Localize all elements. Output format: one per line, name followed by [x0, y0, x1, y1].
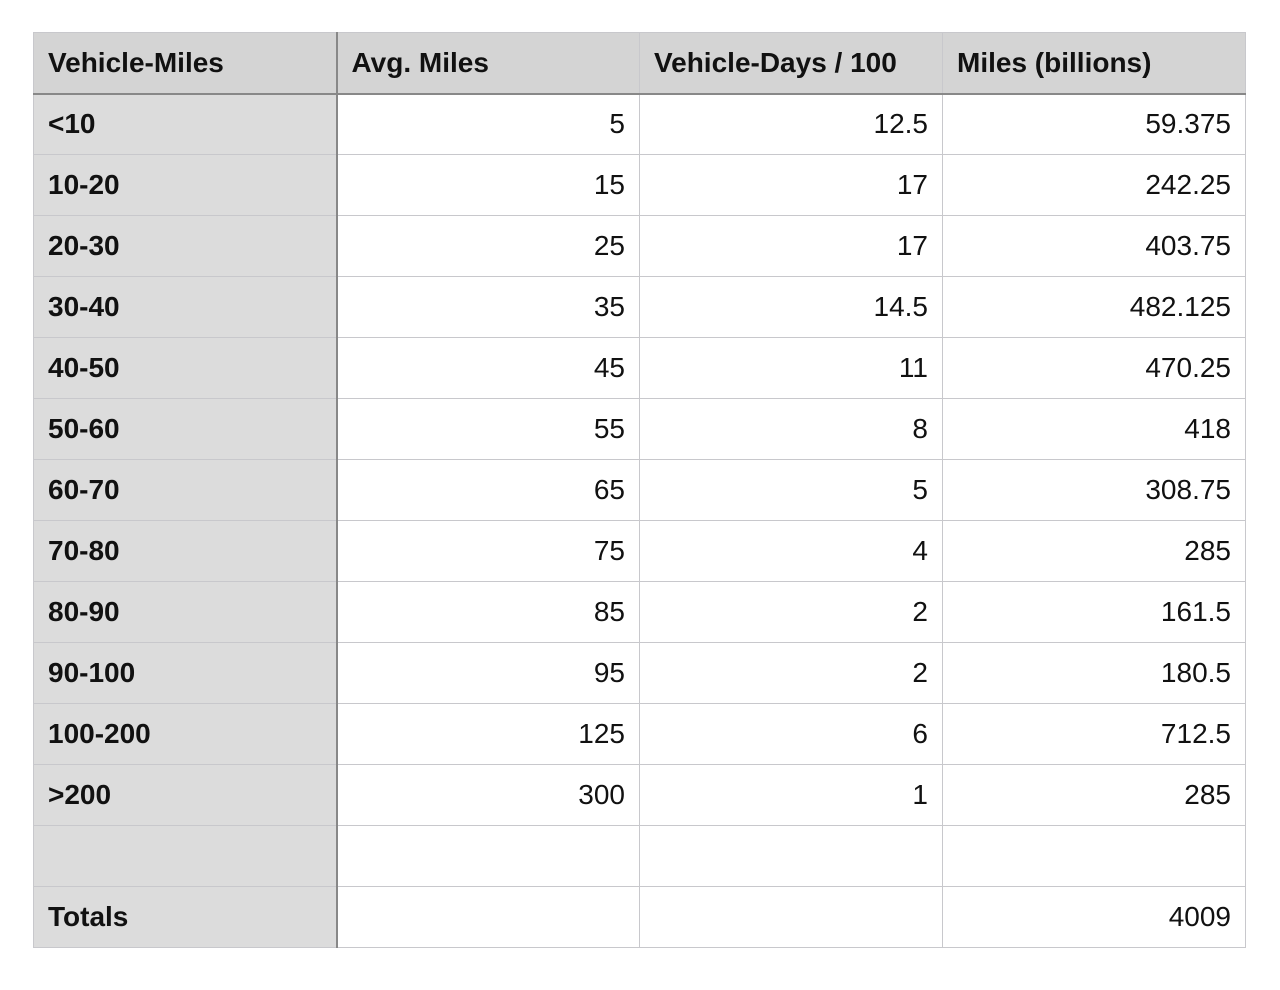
cell — [336, 825, 640, 887]
row-label: 90-100 — [33, 642, 338, 704]
table-row: 60-70 65 5 308.75 — [33, 459, 1246, 521]
cell: 4 — [639, 520, 943, 582]
cell: 75 — [336, 520, 640, 582]
cell — [639, 886, 943, 948]
cell: 242.25 — [942, 154, 1246, 216]
cell: 285 — [942, 764, 1246, 826]
header-cell: Vehicle-Miles — [33, 32, 338, 95]
cell: 1 — [639, 764, 943, 826]
cell: 125 — [336, 703, 640, 765]
row-label: 40-50 — [33, 337, 338, 399]
row-label: 100-200 — [33, 703, 338, 765]
cell: 300 — [336, 764, 640, 826]
cell — [336, 886, 640, 948]
header-row: Vehicle-Miles Avg. Miles Vehicle-Days / 10… — [33, 32, 1246, 95]
cell: 15 — [336, 154, 640, 216]
cell: 712.5 — [942, 703, 1246, 765]
cell: 17 — [639, 215, 943, 277]
cell: 470.25 — [942, 337, 1246, 399]
table-row: Totals 4009 — [33, 886, 1246, 948]
cell: 11 — [639, 337, 943, 399]
row-label: 20-30 — [33, 215, 338, 277]
cell: 55 — [336, 398, 640, 460]
cell: 180.5 — [942, 642, 1246, 704]
cell: 65 — [336, 459, 640, 521]
cell: 35 — [336, 276, 640, 338]
table-row: >200 300 1 285 — [33, 764, 1246, 826]
table-row: 10-20 15 17 242.25 — [33, 154, 1246, 216]
cell: 2 — [639, 581, 943, 643]
data-table: Vehicle-Miles Avg. Miles Vehicle-Days / 10… — [33, 32, 1246, 948]
cell: 59.375 — [942, 93, 1246, 155]
cell: 285 — [942, 520, 1246, 582]
cell: 4009 — [942, 886, 1246, 948]
table-row: 30-40 35 14.5 482.125 — [33, 276, 1246, 338]
cell: 308.75 — [942, 459, 1246, 521]
table-row: <10 5 12.5 59.375 — [33, 93, 1246, 155]
table-row: 40-50 45 11 470.25 — [33, 337, 1246, 399]
row-label: <10 — [33, 93, 338, 155]
table-row: 100-200 125 6 712.5 — [33, 703, 1246, 765]
cell: 8 — [639, 398, 943, 460]
cell: 25 — [336, 215, 640, 277]
cell — [942, 825, 1246, 887]
table-row: 90-100 95 2 180.5 — [33, 642, 1246, 704]
cell: 95 — [336, 642, 640, 704]
row-label: 50-60 — [33, 398, 338, 460]
cell: 5 — [336, 93, 640, 155]
table-row — [33, 825, 1246, 887]
row-label: 30-40 — [33, 276, 338, 338]
header-cell: Avg. Miles — [336, 32, 640, 95]
table-row: 80-90 85 2 161.5 — [33, 581, 1246, 643]
table-row: 20-30 25 17 403.75 — [33, 215, 1246, 277]
row-label: 80-90 — [33, 581, 338, 643]
cell: 5 — [639, 459, 943, 521]
cell: 161.5 — [942, 581, 1246, 643]
table-body: <10 5 12.5 59.375 10-20 15 17 242.25 20-30 25 17 40… — [33, 93, 1246, 948]
cell: 482.125 — [942, 276, 1246, 338]
header-cell: Miles (billions) — [942, 32, 1246, 95]
cell: 14.5 — [639, 276, 943, 338]
cell: 85 — [336, 581, 640, 643]
cell — [639, 825, 943, 887]
header-cell: Vehicle-Days / 100 — [639, 32, 943, 95]
cell: 45 — [336, 337, 640, 399]
table-row: 50-60 55 8 418 — [33, 398, 1246, 460]
row-label: 10-20 — [33, 154, 338, 216]
cell: 403.75 — [942, 215, 1246, 277]
cell: 12.5 — [639, 93, 943, 155]
row-label: 70-80 — [33, 520, 338, 582]
row-label: Totals — [33, 886, 338, 948]
cell: 17 — [639, 154, 943, 216]
row-label: 60-70 — [33, 459, 338, 521]
cell: 6 — [639, 703, 943, 765]
table-row: 70-80 75 4 285 — [33, 520, 1246, 582]
cell: 2 — [639, 642, 943, 704]
row-label — [33, 825, 338, 887]
cell: 418 — [942, 398, 1246, 460]
row-label: >200 — [33, 764, 338, 826]
